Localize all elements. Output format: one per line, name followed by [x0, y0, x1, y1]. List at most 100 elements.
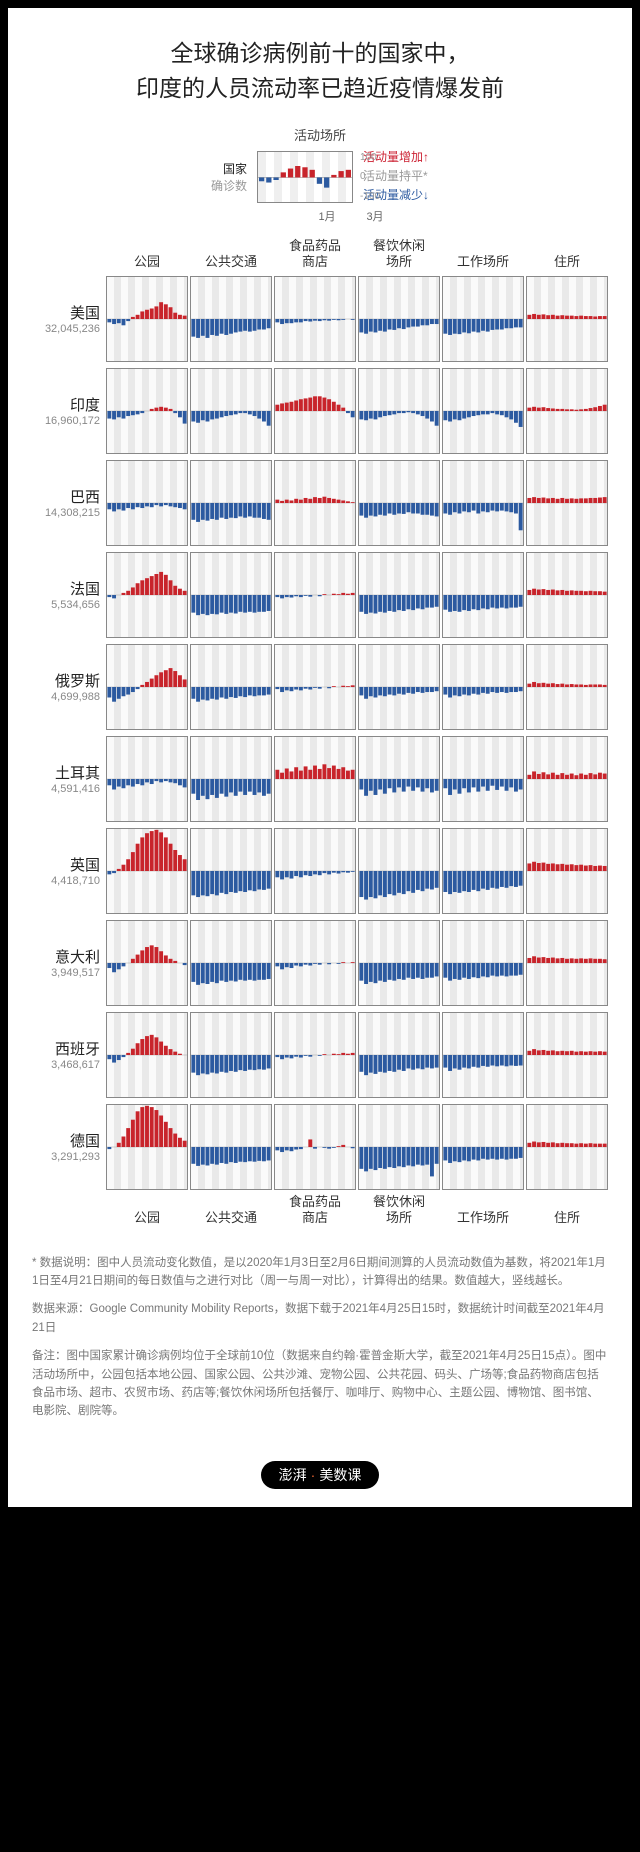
chart-cell	[274, 1012, 356, 1098]
chart-cell	[190, 644, 272, 730]
chart-cell	[526, 1012, 608, 1098]
chart-cell	[190, 368, 272, 454]
chart-cell	[106, 644, 188, 730]
column-header: 食品药品商店	[274, 238, 356, 270]
legend-xaxis: 1月 3月	[303, 208, 399, 224]
column-header: 公共交通	[190, 238, 272, 270]
column-header: 住所	[526, 1194, 608, 1226]
country-row: 印度16,960,172	[32, 368, 608, 454]
chart-cell	[358, 1104, 440, 1190]
chart-cell	[274, 828, 356, 914]
chart-cell	[442, 552, 524, 638]
column-header: 餐饮休闲场所	[358, 1194, 440, 1226]
chart-cell	[358, 920, 440, 1006]
chart-cell	[442, 1012, 524, 1098]
chart-cell	[442, 1104, 524, 1190]
chart-cell	[274, 736, 356, 822]
column-header: 公共交通	[190, 1194, 272, 1226]
country-row: 英国4,418,710	[32, 828, 608, 914]
country-label: 德国3,291,293	[32, 1104, 106, 1190]
column-headers-bottom: 公园公共交通食品药品商店餐饮休闲场所工作场所住所	[32, 1194, 608, 1226]
chart-cell	[526, 552, 608, 638]
chart-cell	[106, 920, 188, 1006]
country-label: 土耳其4,591,416	[32, 736, 106, 822]
chart-cell	[358, 644, 440, 730]
column-header: 食品药品商店	[274, 1194, 356, 1226]
column-header: 工作场所	[442, 1194, 524, 1226]
chart-cell	[526, 276, 608, 362]
country-row: 德国3,291,293	[32, 1104, 608, 1190]
chart-cell	[190, 1104, 272, 1190]
chart-cell	[358, 368, 440, 454]
chart-cell	[526, 736, 608, 822]
legend-sample-chart: 100 0 -100	[257, 151, 353, 203]
chart-cell	[358, 460, 440, 546]
country-row: 巴西14,308,215	[32, 460, 608, 546]
chart-cell	[442, 368, 524, 454]
chart-cell	[190, 736, 272, 822]
chart-cell	[274, 552, 356, 638]
column-headers-top: 公园公共交通食品药品商店餐饮休闲场所工作场所住所	[32, 238, 608, 270]
chart-cell	[358, 276, 440, 362]
source-badge: 澎湃·美数课	[8, 1451, 632, 1507]
chart-cell	[442, 736, 524, 822]
country-label: 美国32,045,236	[32, 276, 106, 362]
chart-cell	[274, 644, 356, 730]
chart-cell	[274, 276, 356, 362]
column-header: 餐饮休闲场所	[358, 238, 440, 270]
country-row: 西班牙3,468,617	[32, 1012, 608, 1098]
legend-title: 活动场所	[294, 125, 346, 144]
footer-notes: * 数据说明：图中人员流动变化数值，是以2020年1月3日至2月6日期间测算的人…	[32, 1254, 608, 1421]
chart-cell	[442, 920, 524, 1006]
country-label: 西班牙3,468,617	[32, 1012, 106, 1098]
chart-cell	[526, 460, 608, 546]
country-row: 美国32,045,236	[32, 276, 608, 362]
country-label: 法国5,534,656	[32, 552, 106, 638]
chart-cell	[274, 920, 356, 1006]
chart-cell	[190, 552, 272, 638]
chart-cell	[106, 460, 188, 546]
chart-cell	[526, 644, 608, 730]
country-label: 巴西14,308,215	[32, 460, 106, 546]
chart-cell	[526, 1104, 608, 1190]
chart-cell	[442, 828, 524, 914]
legend-row-label: 国家 确诊数	[211, 160, 247, 194]
country-row: 俄罗斯4,699,988	[32, 644, 608, 730]
chart-cell	[526, 368, 608, 454]
chart-cell	[190, 276, 272, 362]
column-header: 住所	[526, 238, 608, 270]
country-row: 意大利3,949,517	[32, 920, 608, 1006]
chart-cell	[442, 644, 524, 730]
chart-cell	[106, 368, 188, 454]
country-label: 印度16,960,172	[32, 368, 106, 454]
chart-cell	[106, 736, 188, 822]
chart-cell	[358, 1012, 440, 1098]
chart-cell	[190, 828, 272, 914]
chart-cell	[190, 1012, 272, 1098]
chart-cell	[358, 828, 440, 914]
column-header: 工作场所	[442, 238, 524, 270]
chart-cell	[274, 1104, 356, 1190]
country-row: 土耳其4,591,416	[32, 736, 608, 822]
chart-cell	[358, 552, 440, 638]
column-header: 公园	[106, 1194, 188, 1226]
chart-cell	[106, 828, 188, 914]
chart-cell	[526, 828, 608, 914]
chart-cell	[442, 460, 524, 546]
chart-cell	[442, 276, 524, 362]
country-label: 俄罗斯4,699,988	[32, 644, 106, 730]
country-row: 法国5,534,656	[32, 552, 608, 638]
chart-cell	[274, 460, 356, 546]
country-label: 英国4,418,710	[32, 828, 106, 914]
column-header: 公园	[106, 238, 188, 270]
chart-cell	[190, 920, 272, 1006]
chart-cell	[106, 1012, 188, 1098]
infographic-frame: 全球确诊病例前十的国家中， 印度的人员流动率已趋近疫情爆发前 活动场所 国家 确…	[0, 0, 640, 1515]
chart-cell	[190, 460, 272, 546]
chart-cell	[106, 552, 188, 638]
main-title: 全球确诊病例前十的国家中， 印度的人员流动率已趋近疫情爆发前	[32, 36, 608, 105]
legend: 活动场所 国家 确诊数 100 0 -100 活动量增加↑ 活动量持平* 活动量…	[32, 125, 608, 224]
chart-cell	[106, 276, 188, 362]
chart-cell	[274, 368, 356, 454]
chart-cell	[106, 1104, 188, 1190]
